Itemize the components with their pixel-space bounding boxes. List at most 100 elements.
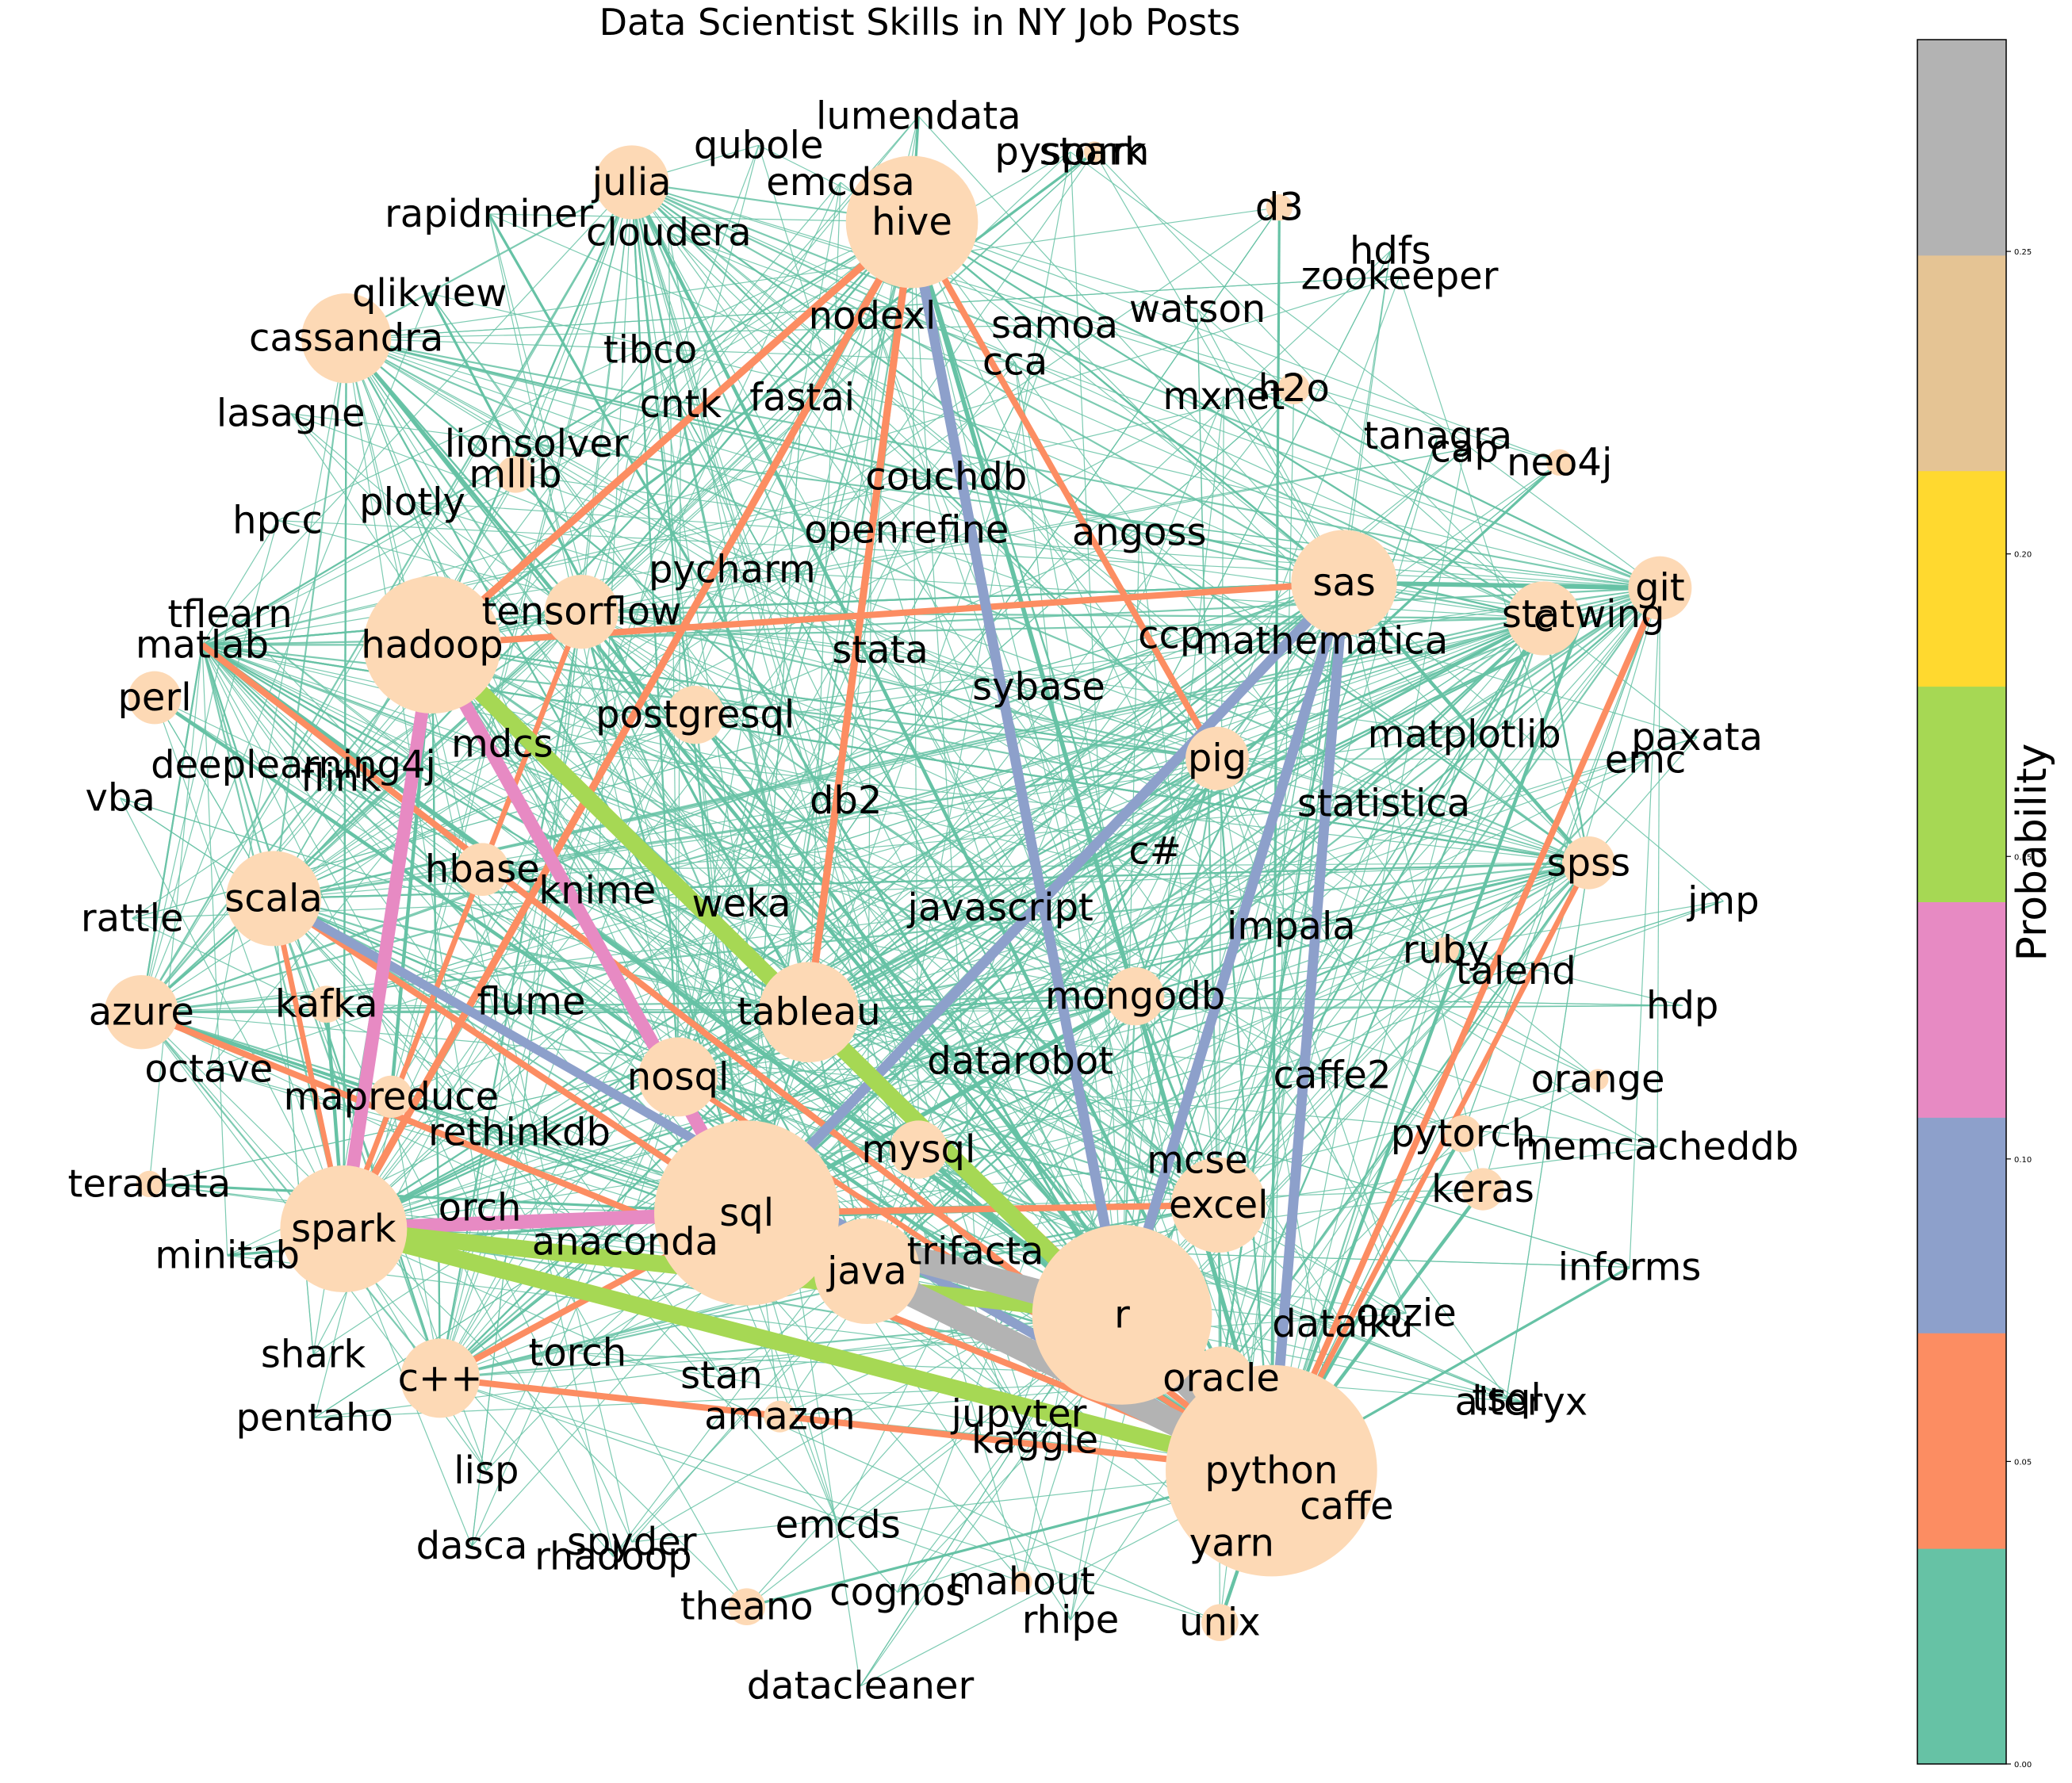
- node-label-sas: sas: [1312, 561, 1375, 605]
- edge-background: [201, 645, 228, 1256]
- edge-background: [439, 530, 907, 1379]
- node-label-pig: pig: [1188, 737, 1247, 781]
- edge-background: [273, 897, 520, 1133]
- edge-background: [631, 182, 1590, 864]
- node-label-excel: excel: [1169, 1183, 1269, 1227]
- edge-background: [391, 587, 1660, 1097]
- node-git: [1628, 556, 1692, 620]
- edge-background: [597, 582, 1345, 891]
- edge-background: [148, 645, 203, 1184]
- edge-background: [1216, 618, 1545, 759]
- edge-background: [1070, 863, 1589, 1620]
- edge-background: [346, 338, 1698, 738]
- edge-background: [273, 897, 722, 1376]
- edge-background: [346, 337, 1660, 589]
- edge-background: [201, 476, 947, 645]
- edge-background: [1070, 151, 1123, 1315]
- edge-background: [277, 221, 913, 522]
- node-label-mysql: mysql: [861, 1127, 975, 1172]
- node-kafka: [308, 985, 346, 1024]
- edge-background: [1270, 734, 1465, 1471]
- node-label-statistica: statistica: [1297, 781, 1470, 825]
- node-label-flume: flume: [477, 979, 586, 1024]
- edge-background: [631, 182, 1347, 1507]
- edge-background: [1343, 582, 1484, 1190]
- edge-background: [140, 764, 294, 1013]
- chart-title: Data Scientist Skills in NY Job Posts: [599, 1, 1241, 44]
- edge-teradata-sql: [149, 1182, 747, 1215]
- node-spss: [1562, 836, 1615, 890]
- edge-background: [439, 1377, 1220, 1624]
- edge-background: [911, 221, 976, 1252]
- node-label-hive: hive: [871, 200, 952, 244]
- node-label-lionsolver: lionsolver: [445, 422, 629, 466]
- edge-background: [1070, 151, 1660, 589]
- edge-sas-spss: [1342, 581, 1591, 864]
- edge-background: [808, 1011, 1220, 1207]
- edge-background: [1270, 388, 1295, 1471]
- colorbar-tick-label: 0.00: [2014, 1761, 2032, 1770]
- edge-background: [1216, 758, 1273, 1471]
- edge-background: [346, 207, 1280, 339]
- edge-background: [808, 1012, 1036, 1441]
- node-teradata: [136, 1170, 163, 1198]
- node-neo4j: [1546, 449, 1573, 476]
- node-label-yarn: yarn: [1189, 1521, 1274, 1566]
- edge-background: [273, 897, 1021, 1062]
- edge-background: [154, 697, 344, 1230]
- edge-background: [577, 1353, 1272, 1471]
- edge-background: [140, 293, 431, 1012]
- edge-spss-python: [1269, 861, 1591, 1472]
- edge-background: [277, 520, 1660, 589]
- node-label-caffe: caffe: [1300, 1484, 1393, 1529]
- colorbar-tick-label: 0.05: [2014, 1458, 2032, 1467]
- node-label-angoss: angoss: [1072, 511, 1207, 555]
- edge-background: [290, 413, 1218, 759]
- node-scala: [226, 851, 322, 947]
- edge-background: [668, 231, 1218, 759]
- node-label-rhipe: rhipe: [1022, 1597, 1120, 1642]
- edge-background: [482, 758, 1218, 870]
- node-keras: [1461, 1168, 1504, 1211]
- node-azure: [104, 975, 179, 1050]
- node-label-mongodb: mongodb: [1045, 974, 1225, 1019]
- node-label-qlikview: qlikview: [352, 271, 507, 316]
- edge-background: [488, 213, 1345, 583]
- node-perl: [128, 671, 182, 725]
- node-cassandra: [301, 293, 392, 384]
- node-label-cap: cap: [1430, 427, 1499, 472]
- node-ruby: [1432, 936, 1460, 964]
- colorbar-band-7: [1917, 40, 2006, 256]
- node-label-plotly: plotly: [359, 480, 465, 524]
- node-label-rattle: rattle: [81, 896, 184, 940]
- edge-background: [677, 1076, 1343, 1325]
- node-c++: [400, 1338, 481, 1418]
- edge-background: [132, 862, 1589, 919]
- edge-background: [140, 1012, 614, 1557]
- edge-background: [1135, 996, 1343, 1325]
- edge-background: [431, 644, 1522, 1402]
- edge-hadoop-sql: [426, 641, 753, 1217]
- edge-background: [141, 1012, 1658, 1148]
- node-label-r: r: [1114, 1292, 1130, 1337]
- node-tableau: [758, 962, 860, 1063]
- node-label-emc: emc: [1605, 737, 1687, 782]
- edge-background: [631, 182, 1385, 804]
- edge-background: [1134, 618, 1545, 997]
- edge-storm-hadoop: [431, 151, 1095, 646]
- edge-background: [1220, 618, 1545, 1379]
- node-label-datarobot: datarobot: [927, 1039, 1113, 1083]
- node-label-postgresql: postgresql: [596, 693, 795, 737]
- node-amazon: [764, 1400, 796, 1433]
- edge-background: [581, 611, 881, 651]
- node-label-storm: storm: [1040, 130, 1150, 174]
- node-pytorch: [1444, 1115, 1482, 1153]
- node-label-cntk: cntk: [640, 382, 722, 427]
- node-label-java: java: [826, 1249, 907, 1293]
- edge-background: [227, 618, 1544, 1256]
- node-label-ruby: ruby: [1403, 928, 1489, 972]
- node-label-couchdb: couchdb: [865, 455, 1027, 499]
- node-mongodb: [1106, 967, 1165, 1026]
- edge-background: [346, 337, 1345, 584]
- node-postgresql: [666, 686, 725, 744]
